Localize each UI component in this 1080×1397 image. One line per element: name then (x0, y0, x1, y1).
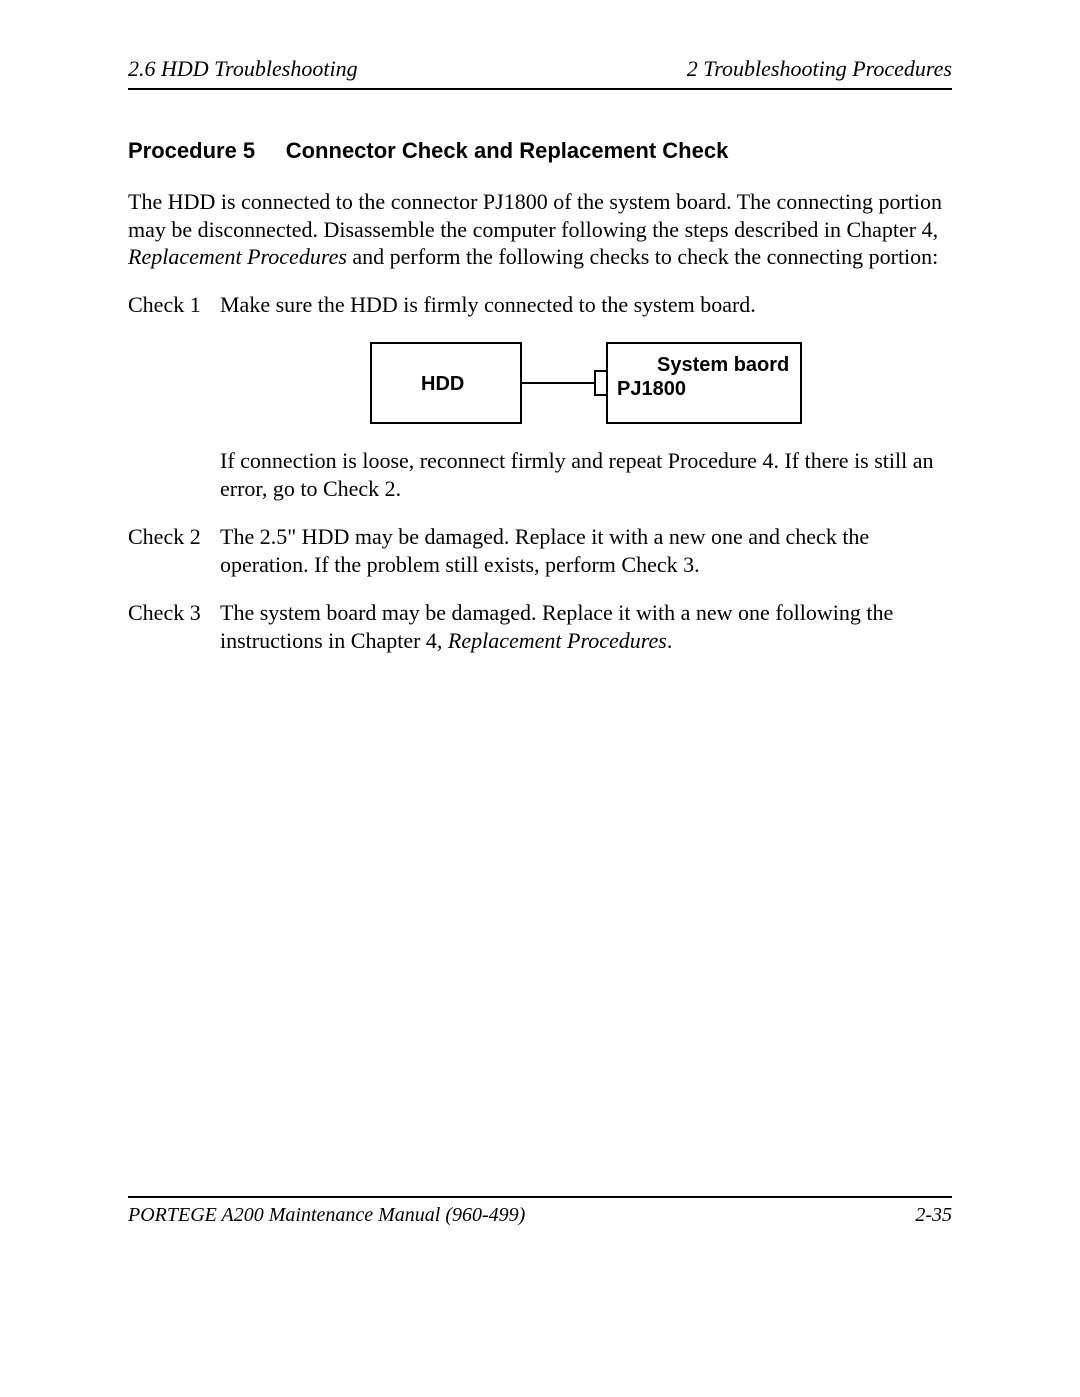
check-body: Make sure the HDD is firmly connected to… (220, 291, 952, 503)
check-label: Check 2 (128, 523, 220, 579)
check-followup: If connection is loose, reconnect firmly… (220, 448, 934, 501)
svg-text:PJ1800: PJ1800 (617, 378, 686, 400)
intro-paragraph: The HDD is connected to the connector PJ… (128, 188, 952, 271)
intro-pre: The HDD is connected to the connector PJ… (128, 189, 942, 242)
intro-post: and perform the following checks to chec… (347, 244, 938, 269)
procedure-title: Connector Check and Replacement Check (286, 138, 729, 163)
check-row: Check 2 The 2.5" HDD may be damaged. Rep… (128, 523, 952, 579)
svg-text:HDD: HDD (421, 373, 464, 395)
header-right: 2 Troubleshooting Procedures (687, 56, 952, 82)
header-left: 2.6 HDD Troubleshooting (128, 56, 358, 82)
check-body: The 2.5" HDD may be damaged. Replace it … (220, 523, 952, 579)
footer-right: 2-35 (915, 1204, 952, 1227)
check-label: Check 3 (128, 599, 220, 655)
check-label: Check 1 (128, 291, 220, 503)
intro-italic: Replacement Procedures (128, 244, 347, 269)
footer-rule: PORTEGE A200 Maintenance Manual (960-499… (128, 1196, 952, 1227)
svg-text:System baord: System baord (657, 354, 789, 376)
page: 2.6 HDD Troubleshooting 2 Troubleshootin… (0, 0, 1080, 1397)
check-body-post: . (667, 628, 673, 653)
connector-diagram: HDD System baordPJ1800 (220, 333, 952, 433)
diagram-svg: HDD System baordPJ1800 (361, 333, 811, 433)
check-body: The system board may be damaged. Replace… (220, 599, 952, 655)
check-body-text: The 2.5" HDD may be damaged. Replace it … (220, 524, 869, 577)
check-body-text: Make sure the HDD is firmly connected to… (220, 292, 756, 317)
footer-left: PORTEGE A200 Maintenance Manual (960-499… (128, 1204, 525, 1227)
page-header: 2.6 HDD Troubleshooting 2 Troubleshootin… (128, 56, 952, 90)
section-title: Procedure 5 Connector Check and Replacem… (128, 138, 952, 164)
page-footer: PORTEGE A200 Maintenance Manual (960-499… (128, 1196, 952, 1227)
procedure-label: Procedure 5 (128, 138, 255, 163)
check-body-italic: Replacement Procedures (448, 628, 667, 653)
check-row: Check 3 The system board may be damaged.… (128, 599, 952, 655)
check-row: Check 1 Make sure the HDD is firmly conn… (128, 291, 952, 503)
